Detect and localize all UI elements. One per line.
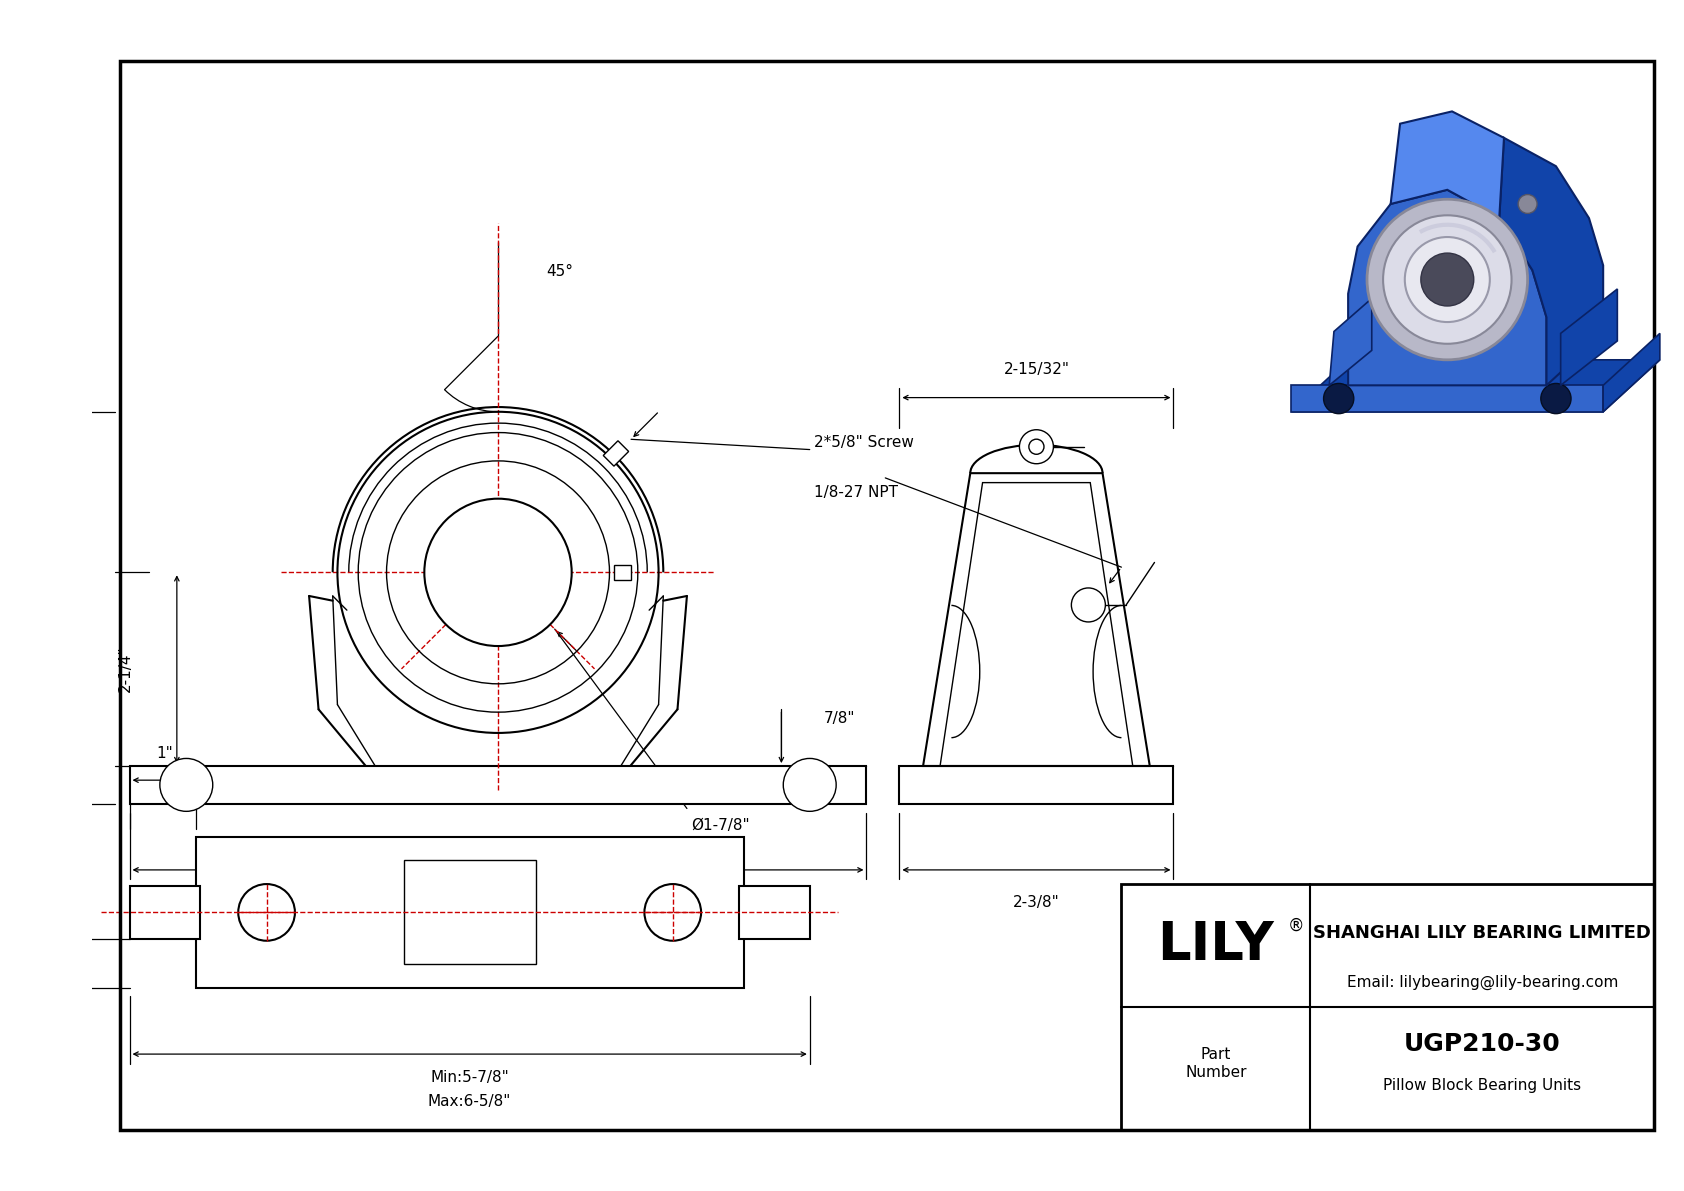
Text: 1": 1": [157, 747, 173, 761]
Circle shape: [424, 499, 571, 646]
Text: Ø1-7/8": Ø1-7/8": [692, 818, 751, 833]
Text: 45°: 45°: [546, 264, 573, 280]
Bar: [195, 837, 744, 989]
Text: Email: lilybearing@lily-bearing.com: Email: lilybearing@lily-bearing.com: [1347, 974, 1618, 990]
Circle shape: [645, 884, 701, 941]
Circle shape: [1383, 216, 1512, 344]
Circle shape: [1324, 384, 1354, 413]
Text: 2-1/4": 2-1/4": [118, 646, 133, 692]
Text: 2*5/8" Screw: 2*5/8" Screw: [815, 435, 914, 449]
Text: SHANGHAI LILY BEARING LIMITED: SHANGHAI LILY BEARING LIMITED: [1314, 924, 1652, 942]
Bar: [130, 766, 866, 804]
Text: 1/8-27 NPT: 1/8-27 NPT: [815, 486, 899, 500]
Polygon shape: [1499, 138, 1603, 386]
Text: LILY: LILY: [1157, 919, 1275, 972]
Circle shape: [1519, 194, 1537, 213]
Polygon shape: [1561, 289, 1617, 386]
Text: Pillow Block Bearing Units: Pillow Block Bearing Units: [1383, 1078, 1581, 1093]
Text: ®: ®: [1288, 917, 1305, 935]
Text: Min:5-7/8": Min:5-7/8": [431, 1071, 509, 1085]
Polygon shape: [1603, 333, 1660, 412]
Bar: [615, 565, 632, 580]
Text: Part
Number: Part Number: [1186, 1047, 1246, 1079]
Polygon shape: [1329, 299, 1372, 386]
Text: 2-3/8": 2-3/8": [1014, 896, 1059, 910]
Text: 8-1/8": 8-1/8": [475, 896, 522, 910]
Circle shape: [160, 759, 212, 811]
Bar: [1122, 884, 1654, 1129]
Bar: [899, 766, 1174, 804]
Circle shape: [783, 759, 837, 811]
Text: Max:6-5/8": Max:6-5/8": [428, 1093, 512, 1109]
Text: 7/8": 7/8": [823, 711, 855, 727]
Circle shape: [1367, 199, 1527, 360]
Polygon shape: [1391, 112, 1504, 218]
Circle shape: [1029, 439, 1044, 454]
Text: 2-15/32": 2-15/32": [1004, 362, 1069, 376]
Circle shape: [237, 884, 295, 941]
Circle shape: [1541, 384, 1571, 413]
Text: UGP210-30: UGP210-30: [1404, 1031, 1561, 1055]
Circle shape: [1071, 588, 1105, 622]
Bar: [130, 886, 200, 939]
Circle shape: [1404, 237, 1490, 322]
Polygon shape: [1292, 386, 1603, 412]
Circle shape: [1019, 430, 1054, 463]
Polygon shape: [1292, 360, 1660, 412]
Circle shape: [1421, 254, 1474, 306]
Bar: [404, 860, 536, 965]
Bar: [603, 441, 628, 466]
Polygon shape: [1349, 189, 1546, 386]
Bar: [739, 886, 810, 939]
